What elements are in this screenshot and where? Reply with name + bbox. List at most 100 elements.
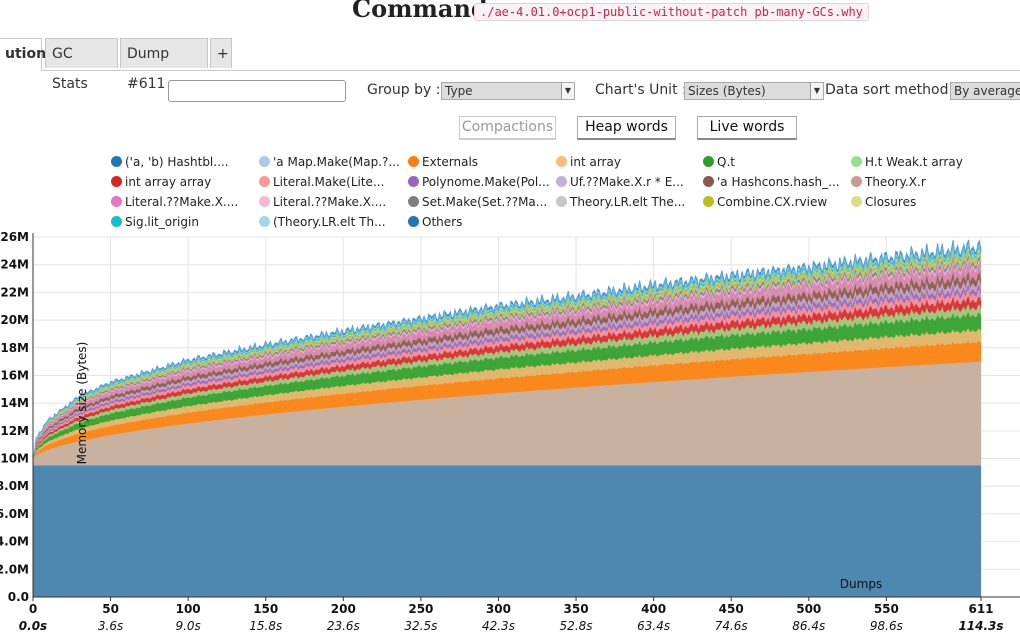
- group-by-select[interactable]: Type ▼: [441, 82, 575, 100]
- legend-label: Set.Make(Set.??Ma...: [422, 195, 548, 209]
- y-tick-label: 4.0M: [0, 535, 29, 549]
- legend-item[interactable]: Closures: [851, 195, 916, 209]
- legend-item[interactable]: Literal.Make(Lite...: [259, 175, 384, 189]
- legend-item[interactable]: int array: [556, 155, 621, 169]
- legend-label: ('a, 'b) Hashtbl....: [125, 155, 229, 169]
- area-outline: [32, 239, 982, 460]
- sort-select[interactable]: By average: [950, 82, 1020, 100]
- legend-item[interactable]: H.t Weak.t array: [851, 155, 963, 169]
- legend-item[interactable]: Literal.??Make.X....: [111, 195, 238, 209]
- legend-item[interactable]: Combine.CX.rview: [703, 195, 827, 209]
- legend-swatch: [408, 216, 419, 227]
- x-time-label: 9.0s: [175, 619, 200, 633]
- legend-item[interactable]: Q.t: [703, 155, 735, 169]
- x-time-label: 3.6s: [98, 619, 123, 633]
- legend-swatch: [408, 156, 419, 167]
- y-tick-label: 22M: [0, 285, 29, 299]
- y-axis-label: Memory size (Bytes): [75, 342, 89, 465]
- legend-swatch: [111, 176, 122, 187]
- legend-label: int array array: [125, 175, 212, 189]
- x-time-label: 74.6s: [715, 619, 748, 633]
- legend-item[interactable]: Uf.??Make.X.r * E...: [556, 175, 684, 189]
- legend-item[interactable]: Others: [408, 215, 462, 229]
- x-tick-label: 550: [874, 602, 899, 616]
- legend-item[interactable]: ('a, 'b) Hashtbl....: [111, 155, 229, 169]
- legend-item[interactable]: Theory.LR.elt The...: [556, 195, 685, 209]
- legend-swatch: [556, 156, 567, 167]
- heap-words-button[interactable]: Heap words: [577, 116, 676, 140]
- group-by-label: Group by :: [367, 82, 441, 98]
- legend-label: Literal.??Make.X....: [125, 195, 239, 209]
- y-tick-label: 0.0: [8, 590, 29, 604]
- memory-area-chart: 0.0 2.0M 4.0M 6.0M 8.0M 10M 12M 14M 16M 18M 20M 22M…: [0, 230, 1020, 633]
- legend-item[interactable]: Polynome.Make(Pol...: [408, 175, 550, 189]
- legend-swatch: [259, 196, 270, 207]
- legend-label: 'a Map.Make(Map.?...: [273, 155, 400, 169]
- compactions-button[interactable]: Compactions: [459, 116, 556, 140]
- area-series: [33, 465, 981, 597]
- legend-label: int array: [570, 155, 621, 169]
- legend-item[interactable]: int array array: [111, 175, 211, 189]
- search-input[interactable]: [168, 80, 346, 102]
- y-tick-label: 16M: [0, 368, 29, 382]
- legend-swatch: [259, 216, 270, 227]
- legend-label: (Theory.LR.elt Th...: [273, 215, 386, 229]
- legend-swatch: [851, 176, 862, 187]
- legend-item[interactable]: Literal.??Make.X....: [259, 195, 386, 209]
- unit-value: Sizes (Bytes): [688, 84, 766, 98]
- legend-swatch: [259, 176, 270, 187]
- y-tick-label: 18M: [0, 341, 29, 355]
- legend-swatch: [556, 176, 567, 187]
- legend-item[interactable]: Externals: [408, 155, 478, 169]
- legend-label: Polynome.Make(Pol...: [422, 175, 550, 189]
- x-time-label: 86.4s: [792, 619, 825, 633]
- live-words-button[interactable]: Live words: [697, 116, 797, 140]
- y-tick-label: 26M: [0, 230, 29, 244]
- chevron-down-icon: ▼: [561, 83, 574, 99]
- chart-legend: ('a, 'b) Hashtbl.... 'a Map.Make(Map.?...…: [0, 150, 1020, 235]
- y-tick-label: 14M: [0, 396, 29, 410]
- y-tick-label: 8.0M: [0, 479, 29, 493]
- legend-item[interactable]: 'a Map.Make(Map.?...: [259, 155, 400, 169]
- legend-label: Uf.??Make.X.r * E...: [570, 175, 684, 189]
- x-tick-label: 150: [253, 602, 278, 616]
- legend-swatch: [851, 156, 862, 167]
- y-tick-label: 10M: [0, 452, 29, 466]
- group-by-value: Type: [445, 84, 473, 98]
- y-tick-label: 24M: [0, 258, 29, 272]
- sort-label: Data sort method :: [825, 82, 958, 98]
- x-tick-label: 200: [331, 602, 356, 616]
- legend-swatch: [408, 176, 419, 187]
- legend-label: Combine.CX.rview: [717, 195, 828, 209]
- tab-dump[interactable]: Dump #611: [120, 38, 208, 92]
- legend-item[interactable]: (Theory.LR.elt Th...: [259, 215, 386, 229]
- legend-swatch: [703, 156, 714, 167]
- sort-value: By average: [954, 84, 1020, 98]
- legend-swatch: [408, 196, 419, 207]
- x-time-label: 0.0s: [19, 619, 47, 633]
- tab-gc-stats[interactable]: GC Stats: [45, 38, 118, 92]
- x-time-label: 23.6s: [327, 619, 360, 633]
- y-tick-label: 12M: [0, 424, 29, 438]
- legend-item[interactable]: 'a Hashcons.hash_...: [703, 175, 840, 189]
- legend-item[interactable]: Theory.X.r: [851, 175, 926, 189]
- add-tab-button[interactable]: +: [210, 38, 232, 68]
- command-label: Command:: [352, 0, 497, 23]
- legend-label: Literal.Make(Lite...: [273, 175, 385, 189]
- x-axis-label: Dumps: [840, 577, 882, 591]
- x-tick-label: 350: [564, 602, 589, 616]
- legend-swatch: [111, 196, 122, 207]
- x-tick-label: 611: [968, 602, 993, 616]
- legend-swatch: [703, 176, 714, 187]
- x-tick-label: 450: [719, 602, 744, 616]
- legend-swatch: [111, 156, 122, 167]
- y-tick-label: 20M: [0, 313, 29, 327]
- x-time-label: 98.6s: [870, 619, 903, 633]
- legend-item[interactable]: Sig.lit_origin: [111, 215, 199, 229]
- legend-item[interactable]: Set.Make(Set.??Ma...: [408, 195, 547, 209]
- unit-select[interactable]: Sizes (Bytes) ▼: [684, 82, 824, 100]
- x-tick-label: 0: [29, 602, 37, 616]
- legend-label: Externals: [422, 155, 479, 169]
- tab-evolution[interactable]: ution: [0, 38, 46, 71]
- legend-label: Theory.LR.elt The...: [570, 195, 686, 209]
